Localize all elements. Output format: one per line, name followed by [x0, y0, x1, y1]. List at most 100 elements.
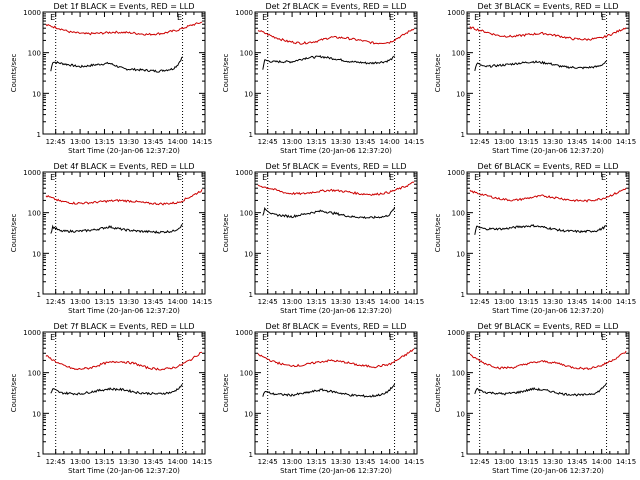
x-tick-label: 13:30: [119, 138, 139, 146]
event-marker-label: E: [177, 13, 182, 22]
x-tick-label: 12:45: [258, 298, 278, 306]
x-tick-label: 13:00: [494, 298, 514, 306]
event-marker-label: E: [389, 173, 394, 182]
x-tick-label: 13:45: [355, 298, 375, 306]
x-tick-label: 13:45: [567, 138, 587, 146]
x-tick-label: 12:45: [258, 458, 278, 466]
series-events-line: [474, 224, 607, 235]
x-tick-label: 14:00: [380, 138, 400, 146]
series-events-line: [474, 382, 608, 397]
x-tick-label: 13:15: [518, 298, 538, 306]
series-lld-line: [45, 351, 203, 371]
y-axis-label: Counts/sec: [222, 214, 230, 253]
x-tick-label: 14:00: [380, 458, 400, 466]
series-lld-line: [257, 348, 415, 369]
x-tick-label: 13:00: [70, 298, 90, 306]
x-tick-label: 13:30: [543, 138, 563, 146]
y-axis-label: Counts/sec: [434, 374, 442, 413]
x-tick-label: 13:45: [143, 298, 163, 306]
series-lld-line: [45, 189, 203, 206]
y-axis-label: Counts/sec: [434, 54, 442, 93]
x-tick-label: 12:45: [470, 298, 490, 306]
x-tick-label: 14:00: [168, 298, 188, 306]
y-tick-label: 100: [452, 50, 465, 58]
x-tick-label: 13:30: [543, 458, 563, 466]
x-axis-label: Start Time (20-Jan-06 12:37:20): [68, 147, 180, 155]
series-lld-line: [257, 181, 415, 197]
x-tick-label: 13:30: [331, 298, 351, 306]
x-axis-label: Start Time (20-Jan-06 12:37:20): [280, 307, 392, 315]
x-tick-label: 14:00: [168, 458, 188, 466]
plot-frame: [254, 171, 418, 295]
panel-1: Det 1f BLACK = Events, RED = LLD 1 10 100 10…: [10, 2, 212, 155]
x-tick-label: 12:45: [258, 138, 278, 146]
x-tick-label: 13:45: [355, 458, 375, 466]
panel-title: Det 3f BLACK = Events, RED = LLD: [477, 2, 618, 11]
y-tick-label: 1000: [23, 329, 41, 337]
x-tick-label: 13:15: [518, 458, 538, 466]
x-axis-label: Start Time (20-Jan-06 12:37:20): [68, 467, 180, 475]
y-tick-label: 1: [37, 451, 41, 459]
y-tick-label: 1000: [23, 169, 41, 177]
x-tick-label: 14:00: [592, 298, 612, 306]
y-tick-label: 1000: [447, 329, 465, 337]
x-tick-label: 13:45: [143, 138, 163, 146]
y-tick-label: 1000: [235, 9, 253, 17]
panel-3: Det 3f BLACK = Events, RED = LLD 1 10 100 10…: [434, 2, 636, 155]
x-tick-label: 13:15: [306, 298, 326, 306]
series-events-line: [474, 60, 607, 72]
x-tick-label: 12:45: [46, 298, 66, 306]
y-tick-label: 1000: [235, 329, 253, 337]
x-tick-label: 12:45: [470, 138, 490, 146]
plot-frame: [254, 11, 418, 135]
x-tick-label: 14:00: [168, 138, 188, 146]
x-tick-label: 14:15: [616, 298, 636, 306]
panel-8: Det 8f BLACK = Events, RED = LLD 1 10 100 10…: [222, 322, 424, 475]
y-tick-label: 1000: [23, 9, 41, 17]
y-tick-label: 1: [37, 291, 41, 299]
panel-title: Det 9f BLACK = Events, RED = LLD: [477, 322, 618, 331]
event-marker-label: E: [474, 13, 479, 22]
y-tick-label: 100: [452, 370, 465, 378]
x-tick-label: 13:15: [306, 138, 326, 146]
y-tick-label: 100: [28, 210, 41, 218]
x-tick-label: 13:15: [306, 458, 326, 466]
series-events-line: [262, 55, 395, 70]
x-axis-label: Start Time (20-Jan-06 12:37:20): [280, 147, 392, 155]
x-tick-label: 13:00: [282, 138, 302, 146]
y-axis-label: Counts/sec: [434, 214, 442, 253]
x-tick-label: 14:15: [616, 458, 636, 466]
x-tick-label: 14:15: [404, 458, 424, 466]
y-axis-label: Counts/sec: [222, 374, 230, 413]
y-tick-label: 1: [37, 131, 41, 139]
y-axis-label: Counts/sec: [10, 214, 18, 253]
x-tick-label: 14:15: [192, 138, 212, 146]
y-tick-label: 1: [461, 451, 465, 459]
x-tick-label: 13:15: [94, 458, 114, 466]
x-tick-label: 14:00: [592, 138, 612, 146]
y-tick-label: 10: [244, 250, 253, 258]
panel-title: Det 1f BLACK = Events, RED = LLD: [53, 2, 194, 11]
panel-5: Det 5f BLACK = Events, RED = LLD 1 10 100 10…: [222, 162, 424, 315]
y-tick-label: 10: [244, 410, 253, 418]
y-tick-label: 1000: [447, 9, 465, 17]
panel-title: Det 8f BLACK = Events, RED = LLD: [265, 322, 406, 331]
event-marker-label: E: [177, 333, 182, 342]
y-tick-label: 1: [249, 131, 253, 139]
x-tick-label: 13:00: [282, 298, 302, 306]
event-marker-label: E: [474, 333, 479, 342]
x-tick-label: 13:45: [143, 458, 163, 466]
x-tick-label: 13:00: [70, 138, 90, 146]
y-tick-label: 100: [452, 210, 465, 218]
x-tick-label: 14:15: [192, 298, 212, 306]
x-tick-label: 13:45: [567, 298, 587, 306]
y-tick-label: 10: [244, 90, 253, 98]
y-axis-label: Counts/sec: [10, 374, 18, 413]
series-lld-line: [469, 350, 627, 371]
plot-frame: [466, 331, 630, 455]
x-tick-label: 14:00: [380, 298, 400, 306]
x-tick-label: 13:15: [518, 138, 538, 146]
event-marker-label: E: [50, 173, 55, 182]
y-axis-label: Counts/sec: [222, 54, 230, 93]
